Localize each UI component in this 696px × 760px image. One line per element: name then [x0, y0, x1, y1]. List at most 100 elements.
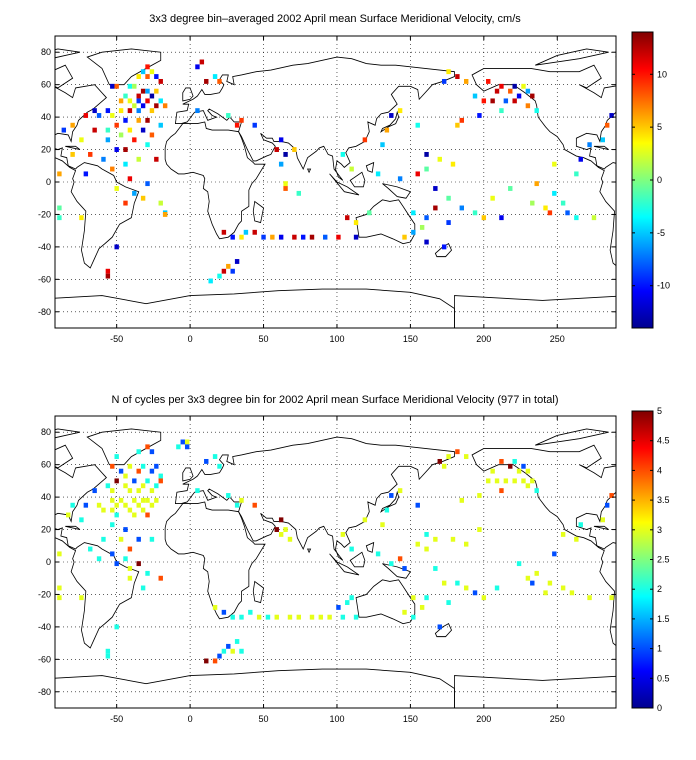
data-cell [110, 166, 115, 172]
data-cell [265, 614, 271, 620]
data-cell [362, 137, 368, 143]
data-cell [459, 117, 465, 123]
data-cell [309, 614, 315, 620]
data-cell [230, 648, 235, 654]
data-cell [530, 580, 535, 586]
data-cell [560, 200, 566, 206]
data-cell [79, 137, 84, 143]
data-cell [114, 83, 119, 89]
data-cell [424, 595, 429, 601]
data-cell [547, 210, 553, 216]
data-cell [287, 536, 293, 542]
colorbar-2 [631, 410, 654, 709]
data-cell [415, 171, 420, 177]
data-cell [96, 502, 102, 508]
data-cell [145, 444, 150, 450]
data-cell [574, 171, 579, 177]
data-cell [105, 137, 111, 143]
data-cell [239, 614, 244, 620]
data-cell [92, 488, 97, 494]
data-cell [512, 458, 517, 464]
data-cell [239, 497, 244, 503]
data-cell [136, 536, 141, 542]
data-cell [88, 151, 93, 157]
data-cell [446, 195, 451, 201]
data-cell [274, 614, 279, 620]
data-cell [411, 229, 416, 235]
data-cell [345, 215, 350, 221]
data-cell [114, 478, 119, 484]
data-cell [446, 69, 451, 75]
y-tick-label: -20 [38, 209, 51, 219]
data-cell [230, 268, 235, 274]
data-cell [230, 234, 235, 240]
data-cell [283, 181, 288, 187]
data-cell [415, 502, 420, 508]
data-cell [516, 93, 522, 99]
data-cell [140, 103, 146, 109]
data-cell [512, 98, 517, 104]
data-cell [336, 604, 341, 610]
data-cell [79, 517, 84, 523]
colorbar-tick-label: 5 [657, 406, 662, 416]
data-cell [499, 488, 504, 494]
data-cell [340, 531, 346, 537]
data-cell [136, 488, 141, 494]
data-cell [516, 561, 522, 567]
data-cell [446, 454, 451, 459]
data-cell [149, 93, 155, 99]
data-cell [114, 147, 119, 152]
data-cell [437, 156, 442, 162]
data-cell [534, 488, 539, 494]
data-cell [145, 74, 150, 79]
data-cell [234, 502, 240, 508]
data-cell [105, 108, 111, 114]
data-cell [217, 273, 222, 279]
data-cell [419, 224, 425, 230]
data-cell [127, 488, 133, 494]
data-cell [123, 147, 128, 152]
data-cell [494, 585, 500, 591]
data-cell [145, 117, 150, 123]
data-cell [118, 98, 124, 104]
data-cell [212, 658, 218, 664]
data-cell [110, 463, 115, 469]
data-cell [261, 234, 266, 240]
data-cell [154, 463, 159, 469]
y-tick-label: -20 [38, 589, 51, 599]
data-cell [441, 580, 447, 586]
data-cell [296, 614, 301, 620]
data-cell [340, 151, 346, 157]
data-cell [70, 122, 75, 128]
data-cell [591, 215, 597, 221]
y-tick-label: -80 [38, 307, 51, 317]
data-cell [83, 502, 89, 508]
data-cell [79, 595, 84, 601]
data-cell [136, 561, 141, 567]
panel-2-title: N of cycles per 3x3 degree bin for 2002 … [112, 394, 559, 406]
data-cell [433, 536, 438, 542]
data-cell [336, 234, 341, 240]
data-cell [243, 229, 249, 235]
data-cell [123, 200, 128, 206]
data-cell [349, 166, 354, 172]
data-cell [234, 259, 240, 264]
data-cell [140, 195, 146, 201]
colorbar-tick-label: 0 [657, 175, 662, 185]
data-cell [145, 142, 150, 148]
data-cell [114, 122, 119, 128]
data-cell [221, 268, 227, 274]
data-cell [158, 575, 163, 581]
data-cell [353, 234, 359, 240]
data-cell [136, 156, 141, 162]
data-cell [127, 127, 133, 133]
data-cell [578, 156, 583, 162]
data-cell [384, 507, 390, 513]
colorbar-tick-label: 4 [657, 465, 662, 475]
data-cell [123, 161, 128, 167]
colorbar-tick-label: -10 [657, 281, 670, 291]
x-tick-label: 0 [188, 334, 193, 344]
data-cell [525, 575, 531, 581]
data-cell [459, 497, 465, 503]
